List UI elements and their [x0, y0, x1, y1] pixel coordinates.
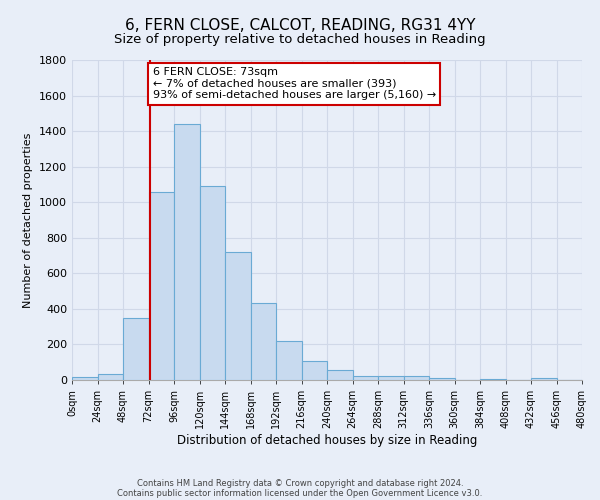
Bar — [404, 376, 429, 380]
Bar — [276, 341, 302, 380]
Bar — [199, 186, 225, 380]
Bar — [327, 370, 353, 380]
Bar — [251, 302, 276, 380]
Bar — [353, 376, 378, 380]
Bar — [72, 378, 97, 380]
Text: 6, FERN CLOSE, CALCOT, READING, RG31 4YY: 6, FERN CLOSE, CALCOT, READING, RG31 4YY — [125, 18, 475, 32]
Text: 6 FERN CLOSE: 73sqm
← 7% of detached houses are smaller (393)
93% of semi-detach: 6 FERN CLOSE: 73sqm ← 7% of detached hou… — [153, 67, 436, 100]
Text: Size of property relative to detached houses in Reading: Size of property relative to detached ho… — [114, 32, 486, 46]
Y-axis label: Number of detached properties: Number of detached properties — [23, 132, 34, 308]
Bar — [429, 378, 455, 380]
Bar — [531, 378, 557, 380]
Bar — [123, 318, 149, 380]
Bar — [149, 192, 174, 380]
Bar — [480, 379, 505, 380]
X-axis label: Distribution of detached houses by size in Reading: Distribution of detached houses by size … — [177, 434, 477, 447]
Text: Contains HM Land Registry data © Crown copyright and database right 2024.: Contains HM Land Registry data © Crown c… — [137, 478, 463, 488]
Bar — [97, 374, 123, 380]
Bar — [302, 362, 327, 380]
Bar — [174, 124, 199, 380]
Bar — [225, 252, 251, 380]
Text: Contains public sector information licensed under the Open Government Licence v3: Contains public sector information licen… — [118, 488, 482, 498]
Bar — [378, 376, 404, 380]
